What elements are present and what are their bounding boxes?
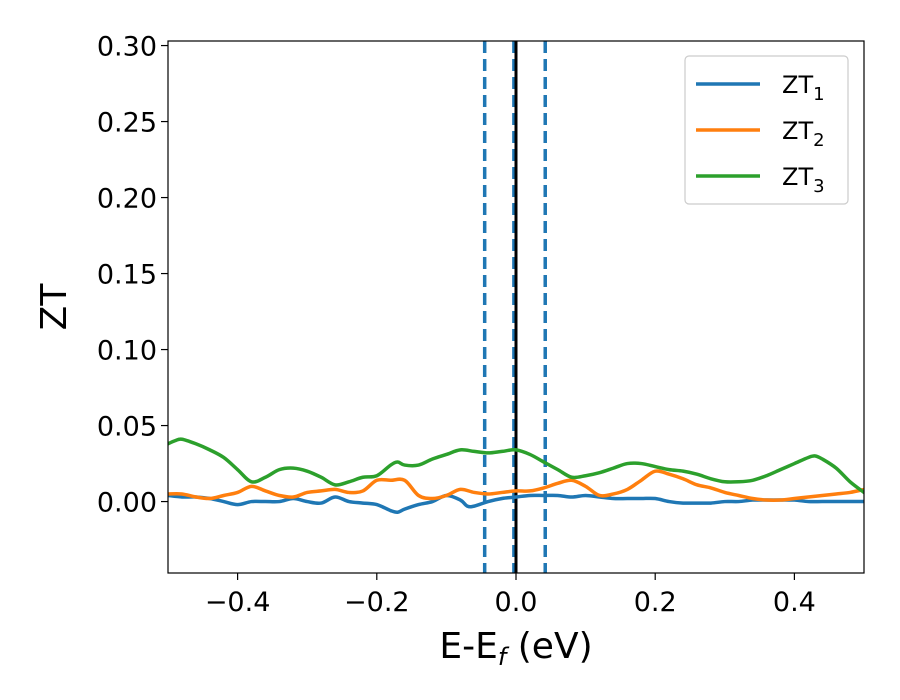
series-line-zt3 (168, 437, 864, 495)
x-tick-label: 0.0 (495, 587, 538, 618)
legend: ZT1 ZT2 ZT3 (684, 55, 849, 205)
x-axis-ticks: −0.4 −0.2 0.0 0.2 0.4 (205, 573, 816, 618)
y-axis-ticks: 0.00 0.05 0.10 0.15 0.20 0.25 0.30 (97, 32, 168, 519)
y-tick-label: 0.25 (97, 108, 157, 139)
x-tick-label: 0.4 (773, 587, 816, 618)
x-tick-label: 0.2 (634, 587, 677, 618)
y-tick-label: 0.15 (97, 260, 157, 291)
x-axis-label: E-Ef (eV) (439, 626, 592, 671)
legend-box (684, 55, 849, 205)
legend-label-zt2: ZT2 (782, 117, 825, 151)
series-line-zt1 (168, 493, 864, 515)
series-line-zt2 (168, 469, 864, 502)
y-tick-label: 0.05 (97, 412, 157, 443)
x-tick-label: −0.2 (344, 587, 410, 618)
reference-lines (482, 41, 547, 573)
y-axis-label: ZT (34, 283, 75, 331)
y-tick-label: 0.10 (97, 336, 157, 367)
y-tick-label: 0.20 (97, 184, 157, 215)
series-lines (168, 437, 864, 515)
x-tick-label: −0.4 (205, 587, 271, 618)
y-tick-label: 0.00 (97, 488, 157, 519)
y-tick-label: 0.30 (97, 32, 157, 63)
legend-label-zt3: ZT3 (782, 163, 825, 197)
legend-label-zt1: ZT1 (782, 71, 825, 105)
